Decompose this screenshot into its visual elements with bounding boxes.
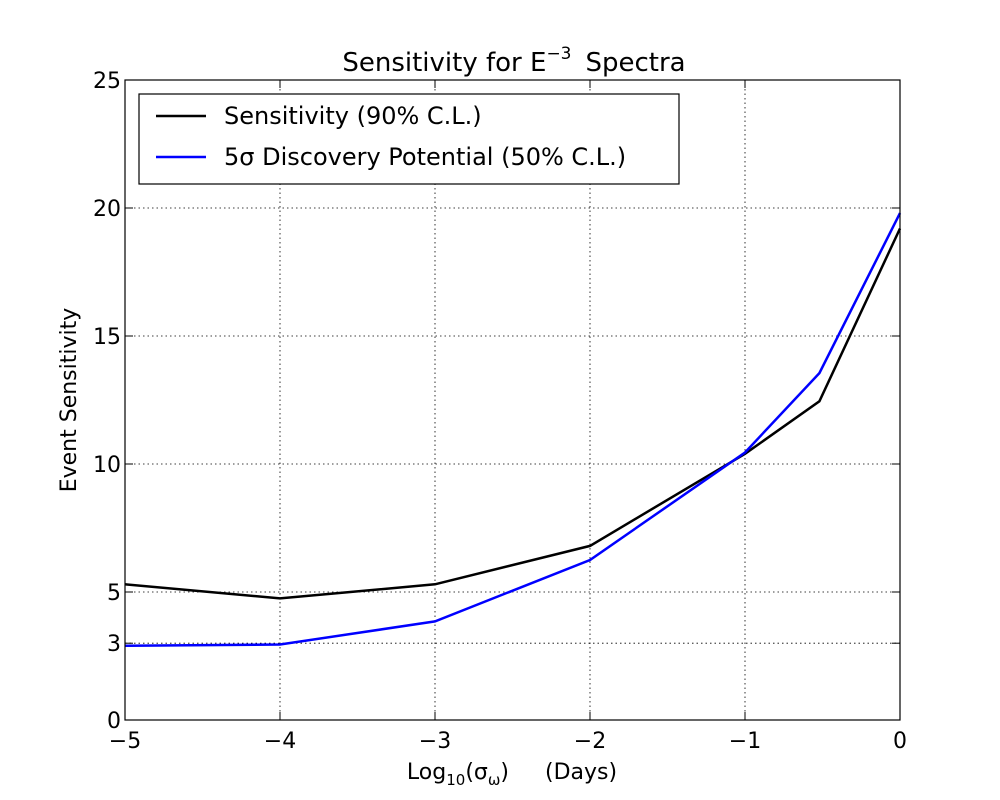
y-tick-label: 15 xyxy=(93,325,121,350)
x-label-open: (σ xyxy=(465,760,488,785)
y-tick-label: 20 xyxy=(93,197,121,222)
x-label-close: ) xyxy=(500,760,509,785)
x-label-units: (Days) xyxy=(545,760,617,785)
series-layer xyxy=(124,212,902,648)
x-tick-label: −3 xyxy=(419,729,451,754)
y-tick-label: 10 xyxy=(93,453,121,478)
legend: Sensitivity (90% C.L.) 5σ Discovery Pote… xyxy=(138,93,680,185)
series-line-sensitivity xyxy=(124,227,902,600)
legend-label-discovery: 5σ Discovery Potential (50% C.L.) xyxy=(224,143,626,171)
tick-layer: −5 −4 −3 −2 −1 0 0 3 5 10 15 20 25 xyxy=(93,69,907,754)
x-tick-label: −5 xyxy=(109,729,141,754)
x-label-main: Log xyxy=(407,760,446,785)
legend-box xyxy=(138,93,680,185)
series-line-discovery xyxy=(124,212,902,648)
x-tick-label: −1 xyxy=(729,729,761,754)
x-tick-label: 0 xyxy=(893,729,907,754)
x-axis-label: Log10(σω) (Days) xyxy=(407,760,617,789)
y-tick-label: 25 xyxy=(93,69,121,94)
x-tick-label: −4 xyxy=(264,729,296,754)
y-tick-label: 3 xyxy=(107,632,121,657)
y-axis-label: Event Sensitivity xyxy=(57,308,82,493)
y-tick-label: 5 xyxy=(107,581,121,606)
x-label-subscript-omega: ω xyxy=(488,771,501,789)
legend-label-sensitivity: Sensitivity (90% C.L.) xyxy=(224,102,482,130)
x-label-subscript: 10 xyxy=(446,771,465,789)
plot-frame xyxy=(124,79,901,721)
title-superscript: −3 xyxy=(546,44,571,64)
title-main: Sensitivity for E xyxy=(342,48,546,78)
y-tick-label: 0 xyxy=(107,709,121,734)
x-tick-label: −2 xyxy=(574,729,606,754)
chart-title: Sensitivity for E−3 Spectra xyxy=(342,44,685,78)
title-tail: Spectra xyxy=(586,48,686,78)
